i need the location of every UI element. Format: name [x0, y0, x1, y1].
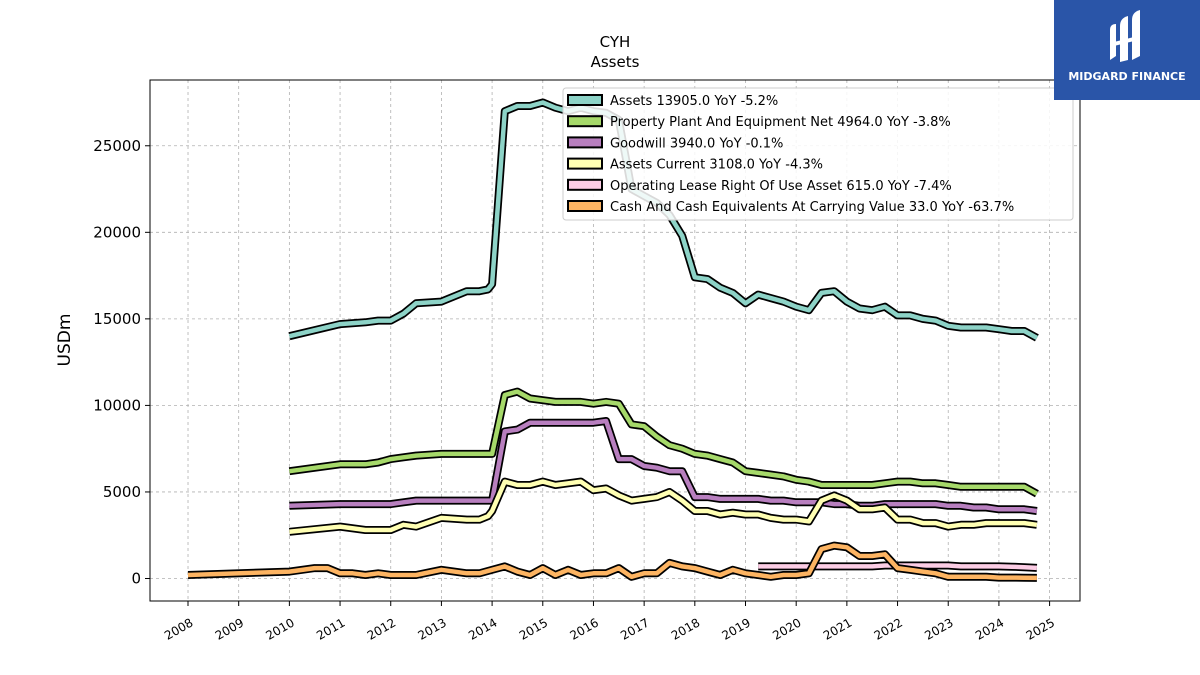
x-tick-label: 2008	[162, 615, 195, 642]
x-tick-label: 2009	[213, 615, 246, 642]
y-axis-label: USDm	[55, 314, 75, 367]
x-tick-label: 2023	[922, 615, 955, 642]
x-tick-label: 2015	[517, 615, 550, 642]
x-tick-label: 2025	[1024, 615, 1057, 642]
y-tick-label: 5000	[103, 483, 141, 501]
y-tick-label: 20000	[93, 223, 141, 241]
x-tick-label: 2011	[314, 615, 347, 642]
x-tick-label: 2012	[365, 615, 398, 642]
series-line	[288, 100, 1038, 340]
legend-entry: Operating Lease Right Of Use Asset 615.0…	[610, 179, 952, 194]
x-tick-label: 2019	[720, 615, 753, 642]
series-lines	[187, 98, 1039, 582]
logo-text: MIDGARD FINANCE	[1068, 70, 1186, 83]
x-tick-label: 2017	[618, 615, 651, 642]
x-tick-label: 2014	[466, 615, 499, 642]
y-tick-label: 25000	[93, 137, 141, 155]
series-line	[187, 543, 1037, 581]
x-tick-label: 2010	[263, 615, 296, 642]
legend-entry: Assets 13905.0 YoY -5.2%	[610, 94, 778, 109]
series-line	[289, 389, 1038, 496]
midgard-finance-logo: MIDGARD FINANCE	[1054, 0, 1200, 100]
legend-swatch	[567, 200, 603, 212]
y-axis-ticks: 0 5000 10000 15000 20000 25000	[93, 137, 150, 587]
x-tick-label: 2016	[568, 615, 601, 642]
x-tick-label: 2018	[669, 615, 702, 642]
legend-box	[562, 87, 1074, 221]
series-line	[289, 479, 1038, 535]
x-tick-label: 2013	[415, 615, 448, 642]
legend-swatch	[567, 115, 603, 128]
legend-swatch	[567, 94, 603, 106]
legend-entry: Assets Current 3108.0 YoY -4.3%	[610, 158, 823, 173]
y-tick-label: 15000	[93, 310, 141, 328]
legend-swatch	[567, 157, 603, 170]
x-tick-label: 2024	[973, 615, 1006, 642]
series-line	[289, 418, 1038, 514]
legend-entry: Property Plant And Equipment Net 4964.0 …	[610, 115, 951, 130]
logo-mark-icon	[1110, 10, 1140, 62]
plot-frame	[149, 79, 1081, 602]
legend-swatch	[567, 178, 603, 191]
y-tick-label: 0	[131, 569, 141, 587]
x-tick-label: 2020	[770, 615, 803, 642]
chart-subtitle: Assets	[591, 53, 640, 71]
legend-entry: Goodwill 3940.0 YoY -0.1%	[610, 136, 783, 151]
chart-title: CYH	[600, 33, 631, 51]
legend-entry: Cash And Cash Equivalents At Carrying Va…	[610, 200, 1014, 215]
x-axis-ticks: 2008 2009 2010 2011 2012 2013 2014 2015 2016 2017…	[162, 601, 1057, 643]
x-tick-label: 2022	[872, 615, 905, 642]
legend-swatch	[567, 136, 603, 149]
y-tick-label: 10000	[93, 396, 141, 414]
chart-legend: Assets 13905.0 YoY -5.2% Property Plant A…	[562, 87, 1074, 221]
x-tick-label: 2021	[821, 615, 854, 642]
